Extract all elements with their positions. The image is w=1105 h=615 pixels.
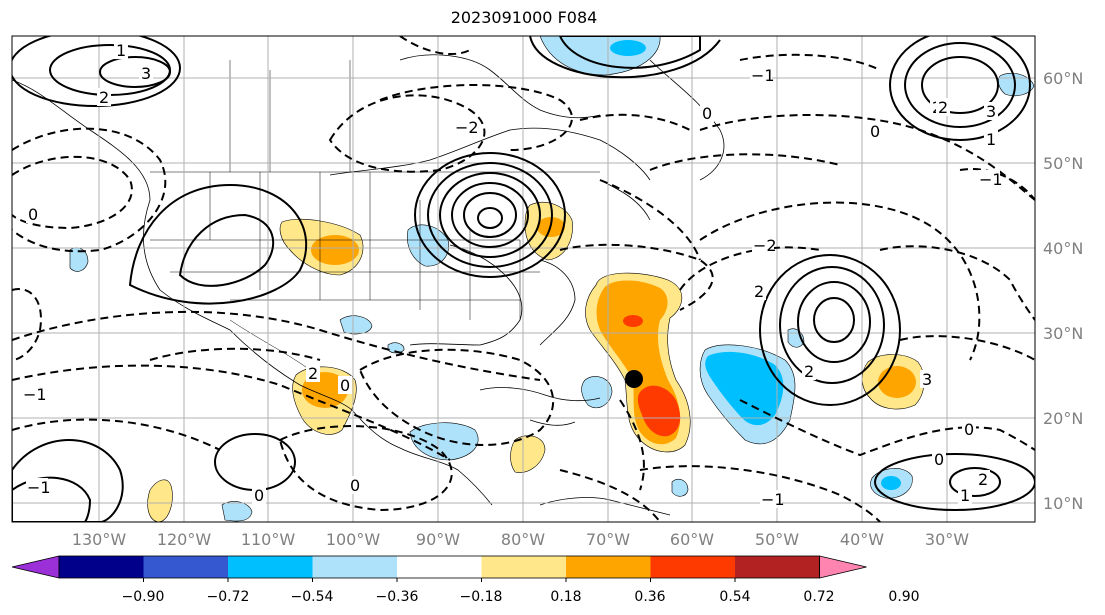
lon-label: 130°W — [72, 530, 127, 549]
lat-label: 60°N — [1043, 69, 1083, 88]
shade-east-orange — [878, 366, 916, 398]
colorbar-tick-label: 0.72 — [803, 589, 834, 605]
colorbar-segment — [59, 556, 144, 578]
lat-label: 30°N — [1043, 324, 1083, 343]
shade-us-orange — [311, 235, 359, 265]
colorbar-segment — [228, 556, 313, 578]
contour-label: 0 — [934, 450, 944, 469]
shade-cape-verde-red — [637, 385, 681, 437]
colorbar-extend-min — [11, 555, 60, 579]
map-border — [11, 35, 1036, 523]
colorbar-segment — [312, 556, 398, 578]
contour-label: 1 — [116, 41, 126, 60]
latitude-labels: 60°N 50°N 40°N 30°N 20°N 10°N — [1043, 69, 1083, 513]
contour-label: 1 — [960, 486, 970, 505]
contour-label: 3 — [986, 102, 996, 121]
lon-label: 30°W — [925, 530, 969, 549]
lat-label: 20°N — [1043, 409, 1083, 428]
shade-north-blue-dark — [610, 40, 646, 56]
colorbar-ticks: −0.90 −0.72 −0.54 −0.36 −0.18 0.18 0.36 … — [122, 589, 920, 605]
shade-south-blue-dark — [881, 476, 901, 490]
shade-gulf-blue — [339, 315, 373, 335]
colorbar-extend-max — [819, 555, 867, 579]
contour-label: 1 — [986, 130, 996, 149]
contour-label: 2 — [99, 88, 109, 107]
colorbar-tick-label: 0.90 — [888, 589, 919, 605]
contour-label: 0 — [254, 486, 264, 505]
shade-south-small-blue — [671, 478, 689, 497]
shade-carib-yellow — [510, 435, 546, 473]
colorbar-tick-label: 0.36 — [634, 589, 665, 605]
contour-label: 0 — [702, 104, 712, 123]
shade-cuba-blue — [387, 342, 405, 354]
colorbar-tick-label: −0.18 — [460, 589, 503, 605]
lat-label: 10°N — [1043, 494, 1083, 513]
shade-pac-blue — [221, 501, 253, 522]
lon-label: 40°W — [840, 530, 884, 549]
colorbar-tick-label: −0.72 — [207, 589, 250, 605]
contour-label: 0 — [340, 376, 350, 395]
lon-label: 70°W — [586, 530, 630, 549]
colorbar-segment — [397, 556, 482, 578]
lon-label: 60°W — [670, 530, 714, 549]
contour-label: 0 — [964, 420, 974, 439]
lat-label: 50°N — [1043, 154, 1083, 173]
colorbar-segment — [735, 556, 820, 578]
contour-label: 2 — [978, 470, 988, 489]
contour-labels: 1 3 2 0 −2 −1 2 0 2 −2 −1 0 3 2 — [22, 41, 1003, 509]
colorbar-border — [58, 555, 820, 579]
colorbar-tick-label: 0.18 — [550, 589, 581, 605]
contour-label: 0 — [350, 476, 360, 495]
contour-label: 0 — [870, 122, 880, 141]
colorbar-tick-label: 0.54 — [719, 589, 750, 605]
lat-label: 40°N — [1043, 239, 1083, 258]
colorbar-segment — [481, 556, 567, 578]
contour-label: 3 — [922, 370, 932, 389]
lon-label: 110°W — [241, 530, 296, 549]
storm-center-marker — [625, 370, 643, 388]
contour-label: −1 — [23, 385, 47, 404]
contour-label: −1 — [761, 490, 785, 509]
shade-carib-blue — [409, 422, 479, 461]
contour-label: 2 — [938, 98, 948, 117]
contour-label: −1 — [27, 478, 51, 497]
lon-label: 100°W — [326, 530, 381, 549]
colorbar-tick-label: −0.90 — [122, 589, 165, 605]
contour-label: −2 — [455, 118, 479, 137]
colorbar-segment — [650, 556, 736, 578]
colorbar-segment — [566, 556, 651, 578]
lon-label: 120°W — [157, 530, 212, 549]
lon-label: 90°W — [416, 530, 460, 549]
colorbar — [11, 555, 867, 582]
contour-label: −1 — [751, 66, 775, 85]
contour-label: 2 — [308, 364, 318, 383]
lon-label: 50°W — [755, 530, 799, 549]
contour-label: 0 — [28, 205, 38, 224]
contour-label: −1 — [979, 170, 1003, 189]
contour-label: 3 — [141, 64, 151, 83]
map-title: 2023091000 F084 — [450, 8, 598, 27]
contour-label: 2 — [804, 362, 814, 381]
contour-label: −2 — [753, 236, 777, 255]
lon-label: 80°W — [501, 530, 545, 549]
colorbar-segment — [143, 556, 229, 578]
map-layers: 1 3 2 0 −2 −1 2 0 2 −2 −1 0 3 2 — [12, 36, 1035, 522]
negative-contours — [12, 36, 1035, 522]
shade-small-red — [623, 315, 643, 327]
longitude-labels: 130°W 120°W 110°W 100°W 90°W 80°W 70°W 6… — [72, 530, 969, 549]
colorbar-tick-label: −0.54 — [291, 589, 334, 605]
colorbar-tick-label: −0.36 — [376, 589, 419, 605]
shade-pacific-yellow — [147, 479, 173, 522]
contour-label: 2 — [754, 282, 764, 301]
shade-atlantic-blue — [705, 351, 784, 426]
